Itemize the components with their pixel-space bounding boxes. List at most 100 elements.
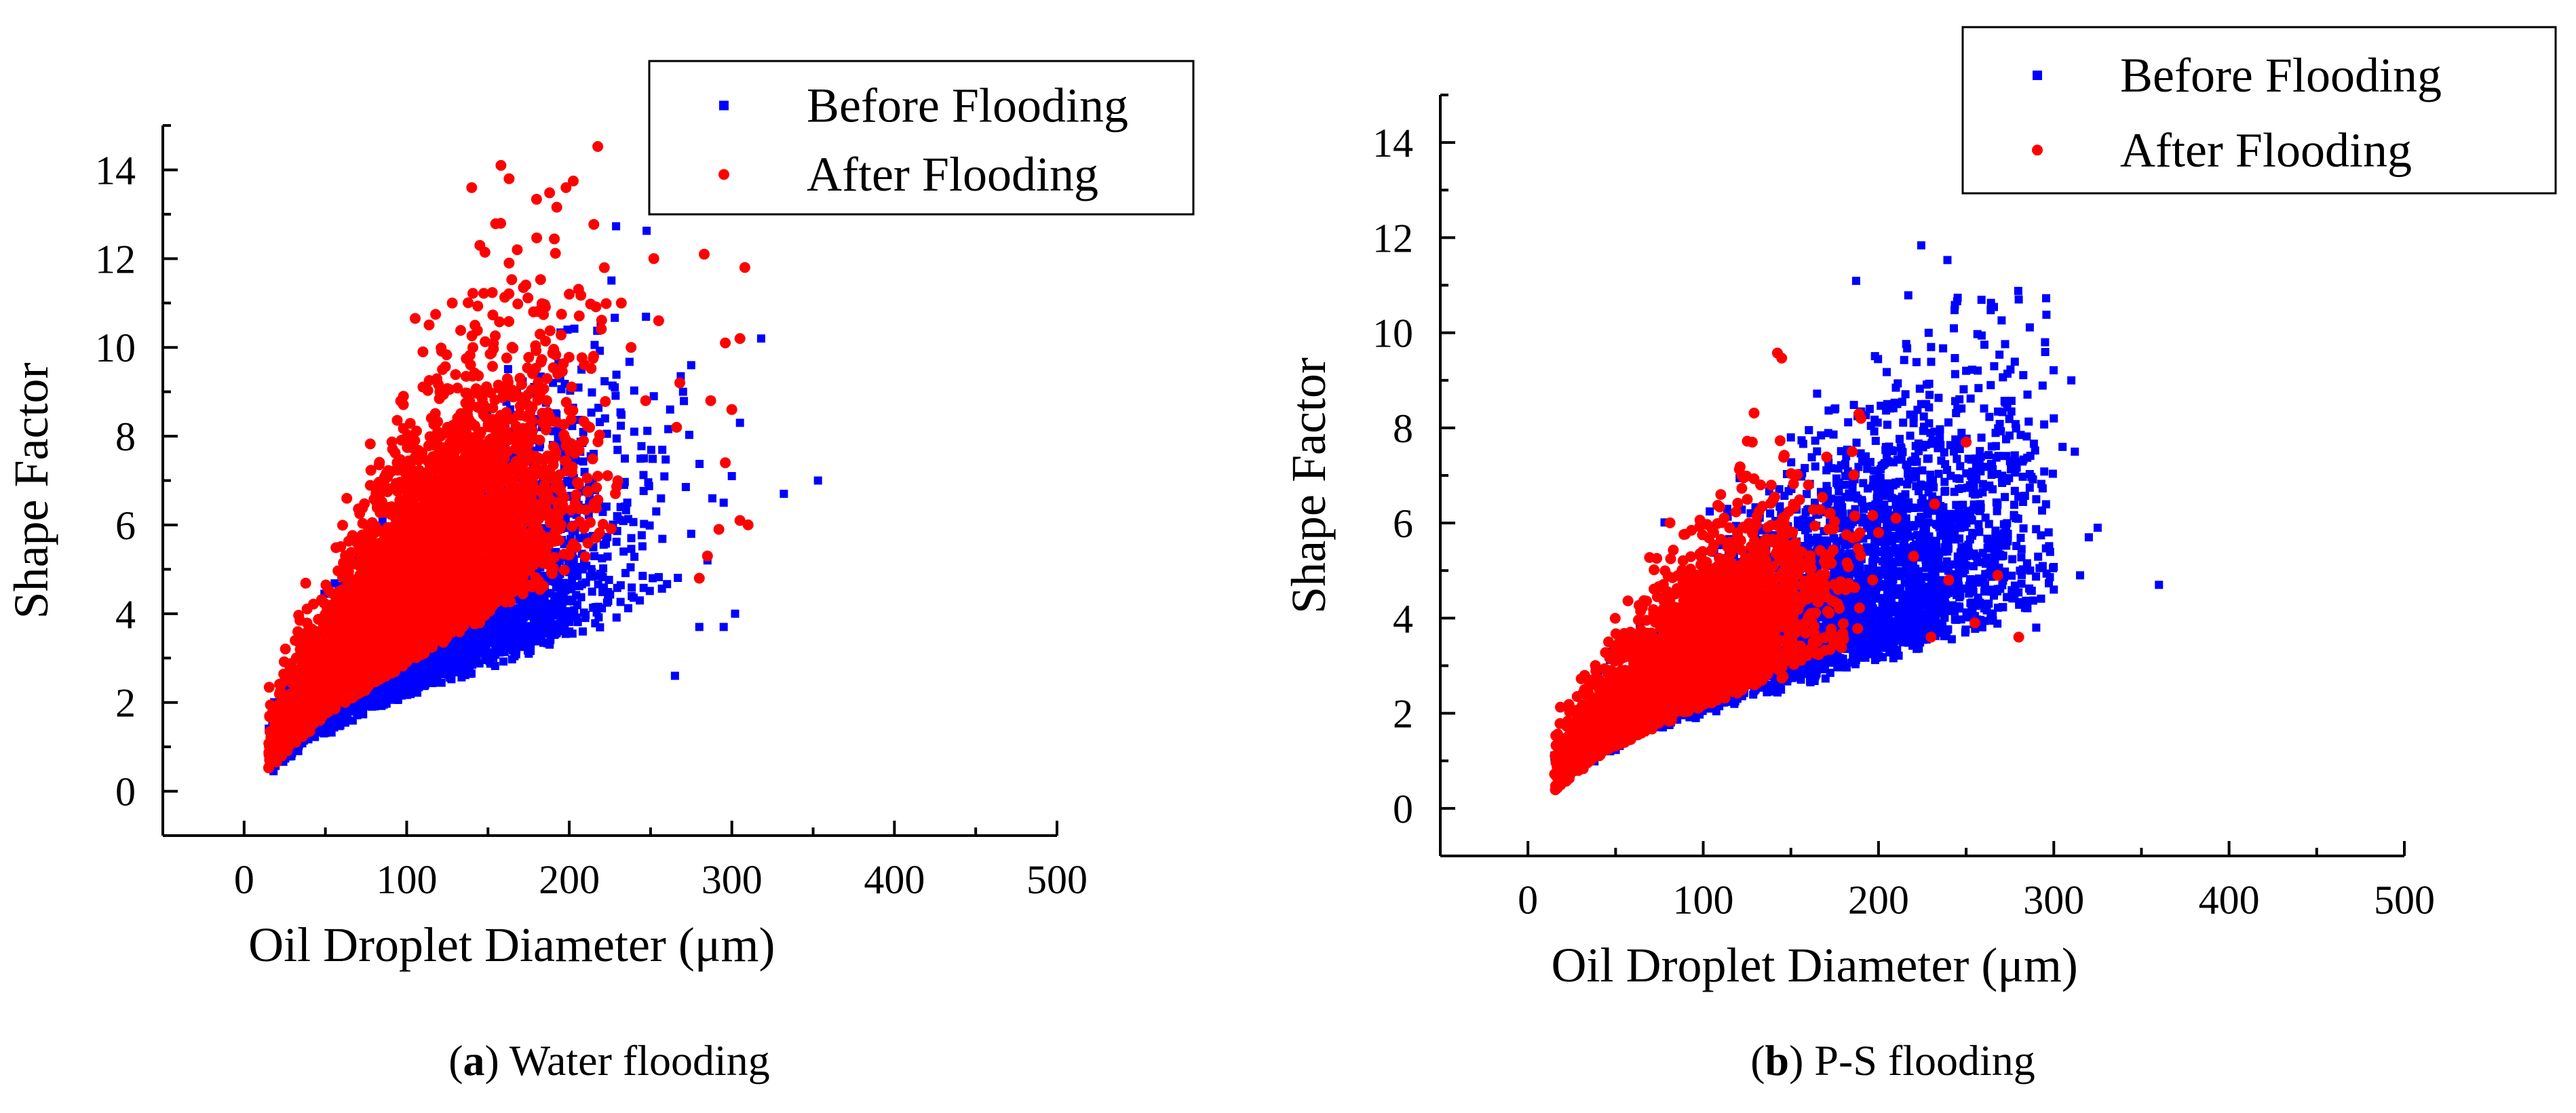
data-point	[611, 391, 620, 400]
data-point	[588, 388, 596, 397]
data-point	[499, 657, 508, 666]
data-point	[579, 627, 587, 636]
data-point	[680, 397, 689, 406]
data-point	[630, 552, 639, 561]
data-point-outlier	[640, 454, 649, 463]
data-point	[353, 705, 362, 714]
data-point	[326, 719, 334, 728]
data-point-outlier	[756, 334, 765, 343]
data-point	[663, 580, 672, 589]
data-point	[558, 593, 566, 602]
data-point	[340, 714, 349, 722]
data-point	[549, 233, 560, 245]
data-point	[627, 545, 636, 553]
data-point	[588, 587, 596, 596]
data-point	[516, 612, 524, 620]
data-point	[612, 370, 621, 379]
data-point	[556, 579, 564, 588]
data-point	[570, 613, 579, 622]
data-point	[657, 494, 666, 503]
data-point	[619, 547, 628, 556]
data-point	[341, 492, 353, 504]
data-point	[655, 572, 663, 581]
data-point	[628, 583, 636, 592]
data-point	[636, 596, 645, 605]
data-point	[488, 625, 497, 634]
data-point	[613, 512, 621, 521]
data-point	[502, 642, 511, 650]
data-point	[544, 187, 556, 199]
data-point	[531, 594, 540, 602]
data-point	[602, 598, 611, 607]
data-point-outlier	[735, 418, 744, 427]
data-point	[681, 483, 690, 492]
data-point	[658, 534, 667, 543]
data-point	[557, 385, 566, 393]
data-point	[389, 686, 398, 695]
data-point	[612, 537, 621, 546]
data-point-outlier	[687, 361, 695, 370]
data-point	[524, 639, 532, 648]
data-point	[464, 652, 473, 661]
data-point-outlier	[630, 427, 638, 436]
data-point	[457, 673, 466, 682]
data-point	[645, 521, 654, 530]
data-point-outlier	[649, 392, 658, 401]
data-point	[280, 643, 291, 655]
data-point	[661, 455, 670, 464]
data-point	[630, 593, 638, 602]
data-point	[617, 410, 626, 419]
data-point	[645, 587, 654, 595]
data-point	[642, 313, 651, 321]
data-point	[674, 574, 683, 582]
data-point	[394, 679, 402, 688]
data-point	[478, 648, 486, 657]
data-point	[378, 697, 387, 706]
data-point	[627, 534, 636, 543]
data-point	[500, 632, 509, 641]
data-point	[616, 598, 625, 606]
data-point	[647, 446, 655, 454]
data-point	[597, 570, 606, 579]
data-point	[604, 576, 613, 584]
data-point-outlier	[670, 671, 679, 680]
data-point-outlier	[678, 387, 687, 396]
data-point	[607, 276, 616, 285]
data-point	[516, 604, 524, 612]
data-point	[535, 613, 543, 622]
data-point	[570, 606, 579, 614]
series-after-flooding	[263, 141, 754, 774]
data-point	[625, 357, 634, 366]
data-point	[621, 502, 630, 511]
data-point	[437, 678, 446, 687]
data-point	[452, 647, 461, 656]
data-point	[577, 564, 585, 573]
data-point	[613, 446, 622, 454]
data-point	[507, 655, 516, 664]
data-point	[570, 324, 579, 333]
data-point	[480, 640, 488, 648]
data-point	[587, 565, 596, 574]
data-point	[556, 309, 567, 320]
data-point	[471, 634, 480, 643]
data-point	[616, 581, 625, 589]
data-point	[458, 663, 467, 672]
data-point	[588, 218, 600, 230]
data-point	[639, 583, 648, 592]
data-point-outlier	[780, 490, 788, 499]
data-point	[572, 591, 581, 600]
data-point	[499, 618, 507, 627]
data-point	[487, 361, 498, 372]
data-point	[649, 454, 657, 463]
data-point	[658, 446, 667, 454]
data-point	[599, 541, 608, 549]
data-point	[547, 600, 556, 608]
data-point	[581, 610, 590, 619]
data-point	[587, 408, 596, 417]
data-point	[626, 563, 635, 572]
data-point	[685, 431, 693, 440]
data-point	[629, 518, 638, 526]
data-point	[509, 607, 518, 616]
data-point	[644, 478, 653, 487]
